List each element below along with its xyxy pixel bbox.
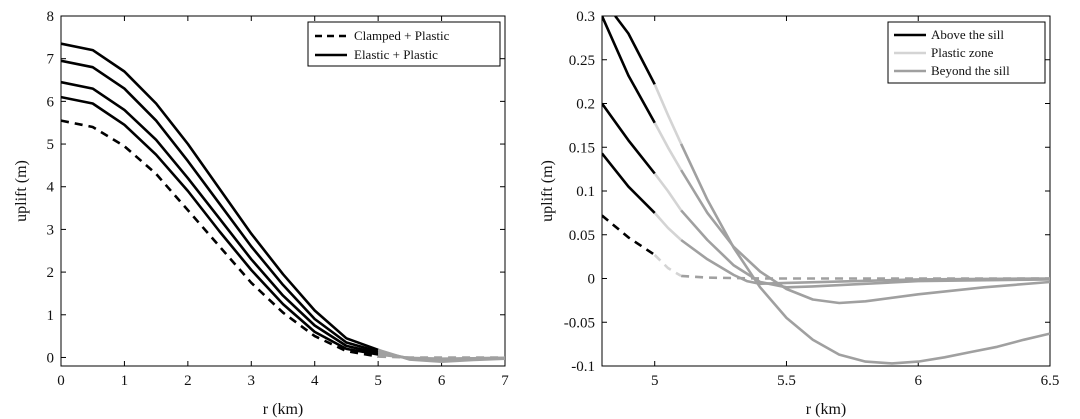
series-2-line [61,95,379,356]
legend-label-elastic: Elastic + Plastic [354,47,438,62]
y-tick-label: 0.2 [576,97,595,113]
y-tick-label: -0.1 [571,359,595,375]
legend-label-clamped: Clamped + Plastic [354,28,450,43]
x-tick-label: 5 [374,373,382,389]
x-tick-label: 0 [57,373,65,389]
x-tick-label: 6 [438,373,446,389]
y-tick-label: 0.1 [576,184,595,200]
series-4-above-line [602,16,656,124]
series-1-above-line [602,214,656,256]
legend-label-beyond: Beyond the sill [931,63,1010,78]
x-tick-label: 5 [651,373,659,389]
series-2-beyond-line [680,238,1050,286]
y-axis-label: uplift (m) [13,160,30,222]
series-5-plastic-line [653,83,683,145]
series-3-beyond-line [680,209,1050,289]
x-axis-label: r (km) [263,401,303,418]
y-tick-label: 7 [47,52,55,68]
x-tick-label: 7 [501,373,509,389]
axis-ticks: 5 5.5 6 6.5 -0.1 -0.05 0 0.05 0.1 0.15 0.2 0.25 0.3 [564,9,1060,389]
x-axis-label: r (km) [806,401,846,418]
y-tick-label: -0.05 [564,315,595,331]
y-tick-label: 1 [47,308,55,324]
y-tick-label: 8 [47,9,55,25]
legend-box [307,21,501,67]
series-3-plastic-line [653,172,683,212]
y-tick-label: 0.25 [569,53,595,69]
series-4-beyond-line [679,169,1050,305]
x-tick-label: 6 [914,373,922,389]
x-tick-label: 1 [121,373,129,389]
legend: Above the sill Plastic zone Beyond the s… [887,21,1046,84]
legend: Clamped + Plastic Elastic + Plastic [307,21,501,67]
y-tick-label: 5 [47,137,55,153]
y-tick-label: 0.3 [576,9,595,25]
x-tick-label: 3 [248,373,256,389]
y-tick-label: 4 [47,180,55,196]
series-lines [61,42,505,363]
x-tick-label: 4 [311,373,319,389]
series-5-above-line [614,16,656,85]
series-5-beyond-line [679,143,1050,365]
plot-area [60,15,506,367]
y-axis-label: uplift (m) [539,160,556,222]
axis-ticks: 0 1 2 3 4 5 6 7 0 1 2 3 4 5 6 7 8 [47,9,510,389]
y-tick-label: 6 [47,94,55,110]
legend-label-plastic: Plastic zone [931,45,994,60]
y-tick-label: 3 [47,222,55,238]
y-tick-label: 0.15 [569,140,595,156]
y-tick-label: 2 [47,265,55,281]
series-4-plastic-line [653,122,683,171]
y-tick-label: 0 [588,272,596,288]
series-3-above-line [602,102,656,175]
series-1-plastic-line [653,253,682,278]
chart-right: 5 5.5 6 6.5-0.1-0.0500.050.10.150.20.250.3 … [539,9,1059,418]
x-tick-label: 2 [184,373,192,389]
x-tick-label: 6.5 [1041,373,1060,389]
y-tick-label: 0 [47,350,55,366]
series-1-line [61,119,379,358]
chart-left: 0 1 2 3 4 5 6 7 0 1 2 3 4 5 6 7 8 r (km) uplift (m) Clam… [13,9,509,418]
x-tick-label: 5.5 [777,373,796,389]
series-4-line [61,59,379,353]
series-lines [602,16,1050,365]
series-2-above-line [602,152,656,214]
legend-label-above: Above the sill [931,27,1004,42]
series-2-plastic-line [653,212,682,241]
y-tick-label: 0.05 [569,228,595,244]
series-3-line [61,80,379,355]
series-5-line [61,42,379,352]
series-5-beyond-line [377,348,505,363]
